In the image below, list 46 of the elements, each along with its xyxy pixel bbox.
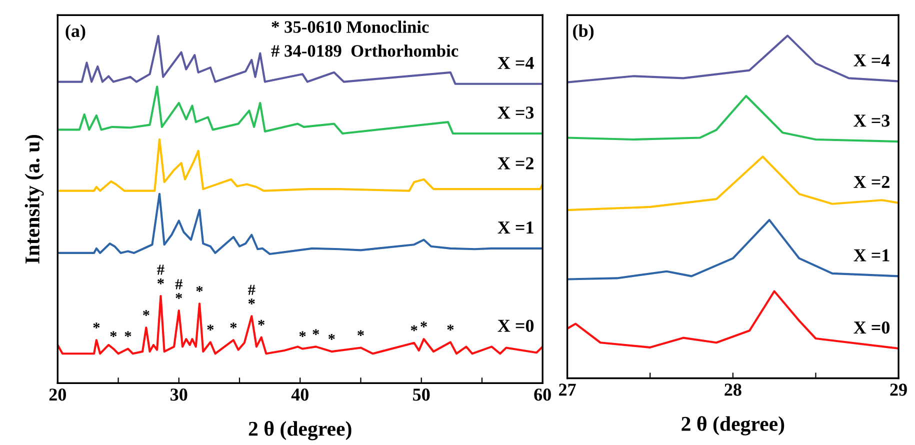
x-tick-label: 29 <box>890 384 907 396</box>
series-label: X =4 <box>854 54 890 66</box>
annotation: * <box>447 324 454 330</box>
annotation: # <box>248 284 256 295</box>
annotation: * <box>176 293 182 299</box>
series-label: X =0 <box>854 321 890 334</box>
annotation: * <box>158 278 164 284</box>
text: * 35-0610 Monoclinic <box>272 20 429 33</box>
x-tick-label: 20 <box>49 388 66 401</box>
annotation: * <box>299 331 306 338</box>
annotation: * <box>410 325 418 332</box>
annotation: * <box>258 320 265 326</box>
x-tick-label: 60 <box>534 388 551 401</box>
y-axis-title: Intensity (a. u) <box>24 134 44 264</box>
annotation: * <box>124 331 132 338</box>
annotation: * <box>420 322 427 328</box>
annotation: * <box>207 324 214 330</box>
annotation: * <box>110 331 117 338</box>
series-label: X =4 <box>498 57 534 69</box>
annotation: * <box>196 286 203 292</box>
series-label: X =0 <box>498 320 534 332</box>
annotation: * <box>248 298 255 304</box>
series-label: X =2 <box>854 176 890 188</box>
annotation: * <box>328 334 335 340</box>
x-tick-label: 28 <box>724 384 742 396</box>
annotation: # 34-0189 Orthorhombic <box>271 44 458 57</box>
annotation: * <box>358 330 364 336</box>
annotation: # <box>157 264 164 275</box>
series-label: X =3 <box>498 106 534 119</box>
x-axis-title: 2 θ (degree) <box>248 421 352 440</box>
annotation: * <box>230 322 237 328</box>
series-label: X =1 <box>498 222 534 234</box>
annotation: # <box>175 279 182 290</box>
x-tick-label: 30 <box>170 388 188 401</box>
series-label: X =2 <box>498 157 534 170</box>
chart-title: (a) <box>66 24 86 41</box>
annotation: * <box>312 329 320 335</box>
chart-title: (b) <box>573 24 594 41</box>
x-axis-title: 2 θ (degree) <box>682 416 784 436</box>
series-label: X =3 <box>854 114 890 127</box>
annotation: * <box>93 322 100 328</box>
x-tick-label: 40 <box>291 388 308 401</box>
series-label: X =1 <box>854 249 890 262</box>
x-tick-label: 50 <box>413 388 430 401</box>
x-tick-label: 27 <box>559 384 576 396</box>
annotation: * <box>142 310 150 316</box>
